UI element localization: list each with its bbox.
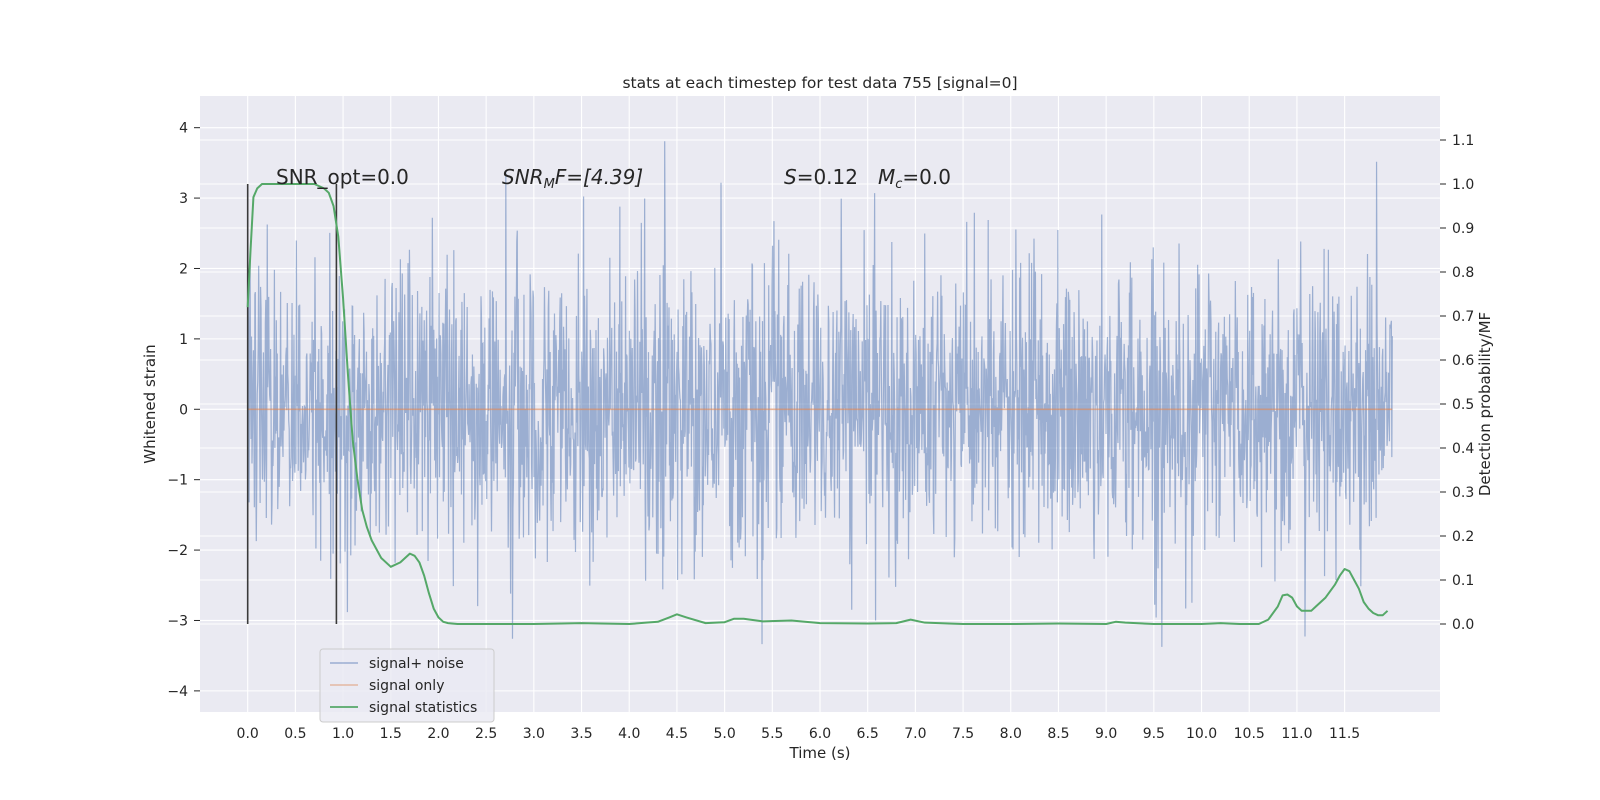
- right-y-tick-label: 0.3: [1452, 485, 1474, 501]
- annotation-mc-tail: =0.0: [902, 165, 951, 189]
- series-signal-statistics-line: [246, 183, 1389, 625]
- left-y-tick-label: −4: [167, 684, 188, 700]
- x-tick-label: 8.0: [1000, 726, 1022, 742]
- x-tick-label: 1.0: [332, 726, 354, 742]
- legend-label-signal-noise: signal+ noise: [369, 656, 464, 672]
- left-y-tick-label: 0: [179, 402, 188, 418]
- right-y-tick-label: 0.6: [1452, 353, 1474, 369]
- x-tick-label: 3.0: [523, 726, 545, 742]
- x-tick-label: 10.5: [1234, 726, 1265, 742]
- x-tick-label: 1.5: [380, 726, 402, 742]
- left-y-tick-label: −3: [167, 613, 188, 629]
- annotation-mc-math: M: [878, 165, 895, 189]
- x-axis-label: Time (s): [789, 744, 851, 762]
- vertical-marker-layer: [246, 184, 338, 624]
- x-tick-label: 2.0: [427, 726, 449, 742]
- x-tick-label: 5.5: [761, 726, 783, 742]
- x-tick-label: 0.5: [284, 726, 306, 742]
- legend-label-signal-only: signal only: [369, 678, 444, 694]
- legend-label-signal-statistics: signal statistics: [369, 700, 477, 716]
- right-y-tick-label: 0.8: [1452, 265, 1474, 281]
- left-y-tick-label: 2: [179, 261, 188, 277]
- x-tick-label: 3.5: [570, 726, 592, 742]
- x-tick-label: 2.5: [475, 726, 497, 742]
- x-tick-label: 9.0: [1095, 726, 1117, 742]
- chart-title: stats at each timestep for test data 755…: [622, 74, 1017, 92]
- left-y-tick-label: 1: [179, 332, 188, 348]
- right-y-tick-label: 0.4: [1452, 441, 1474, 457]
- left-y-tick-label: 4: [179, 121, 188, 137]
- left-y-tick-label: −2: [167, 543, 188, 559]
- annotation-mc-sub: c: [895, 177, 902, 192]
- right-y-tick-label: 1.1: [1452, 133, 1474, 149]
- annotation-s: S=0.12: [784, 165, 858, 189]
- annotation-snr-mf: SNRMF=[4.39]: [502, 165, 643, 192]
- right-y-tick-label: 0.1: [1452, 573, 1474, 589]
- annotation-mc: Mc=0.0: [878, 165, 951, 192]
- right-y-axis-label: Detection probability/MF: [1476, 312, 1494, 496]
- x-tick-label: 6.0: [809, 726, 831, 742]
- series-signal-noise-line: [247, 141, 1393, 647]
- right-y-tick-label: 0.5: [1452, 397, 1474, 413]
- legend: signal+ noise signal only signal statist…: [319, 648, 495, 723]
- tick-label-layer: 0.0 0.5 1.0 1.5 2.0 2.5 3.0 3.5 4.0 4.5 5.0 5.5 6.0 6…: [167, 121, 1474, 742]
- annotation-snr-opt: SNR_opt=0.0: [276, 165, 409, 189]
- annotation-snr-mf-tail: F=[4.39]: [555, 165, 643, 189]
- right-y-tick-label: 0.2: [1452, 529, 1474, 545]
- noise-series-layer: [247, 141, 1393, 647]
- x-tick-label: 0.0: [237, 726, 259, 742]
- annotation-snr-mf-math: SNR: [502, 165, 544, 189]
- annotation-s-math: S: [784, 165, 797, 189]
- left-y-tick-label: 3: [179, 191, 188, 207]
- left-y-tick-label: −1: [167, 473, 188, 489]
- legend-box: [319, 648, 495, 723]
- x-tick-label: 8.5: [1047, 726, 1069, 742]
- x-tick-label: 6.5: [857, 726, 879, 742]
- x-tick-label: 7.5: [952, 726, 974, 742]
- x-tick-label: 10.0: [1186, 726, 1217, 742]
- x-tick-label: 4.0: [618, 726, 640, 742]
- x-tick-label: 5.0: [713, 726, 735, 742]
- x-tick-label: 11.5: [1329, 726, 1360, 742]
- right-y-tick-label: 0.0: [1452, 617, 1474, 633]
- right-y-tick-label: 0.7: [1452, 309, 1474, 325]
- x-tick-label: 4.5: [666, 726, 688, 742]
- signal-statistics-series-layer: [246, 183, 1389, 625]
- right-y-tick-label: 0.9: [1452, 221, 1474, 237]
- annotation-snr-mf-sub: M: [544, 177, 555, 192]
- left-y-axis-label: Whitened strain: [141, 344, 159, 463]
- x-tick-label: 11.0: [1281, 726, 1312, 742]
- annotation-s-tail: =0.12: [797, 165, 858, 189]
- x-tick-label: 9.5: [1143, 726, 1165, 742]
- x-tick-label: 7.0: [904, 726, 926, 742]
- right-y-tick-label: 1.0: [1452, 177, 1474, 193]
